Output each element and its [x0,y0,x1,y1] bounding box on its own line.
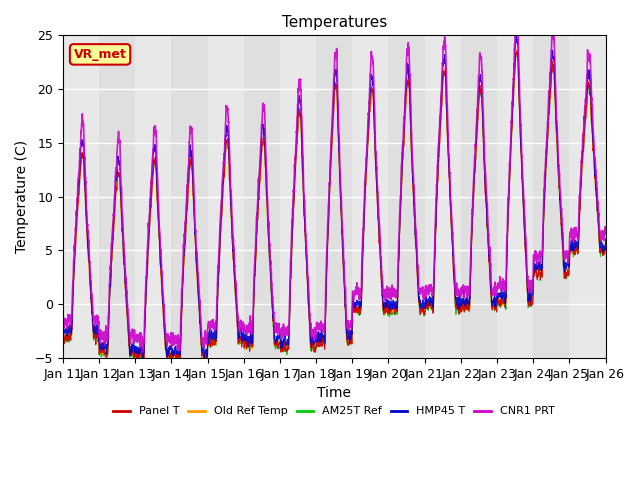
Title: Temperatures: Temperatures [282,15,387,30]
Bar [244,36,280,358]
Y-axis label: Temperature (C): Temperature (C) [15,140,29,253]
Bar [99,36,135,358]
Bar [461,36,497,358]
Legend: Panel T, Old Ref Temp, AM25T Ref, HMP45 T, CNR1 PRT: Panel T, Old Ref Temp, AM25T Ref, HMP45 … [109,402,559,421]
Text: VR_met: VR_met [74,48,127,61]
X-axis label: Time: Time [317,386,351,400]
Bar [316,36,352,358]
Bar [172,36,207,358]
Bar [388,36,424,358]
Bar [533,36,570,358]
